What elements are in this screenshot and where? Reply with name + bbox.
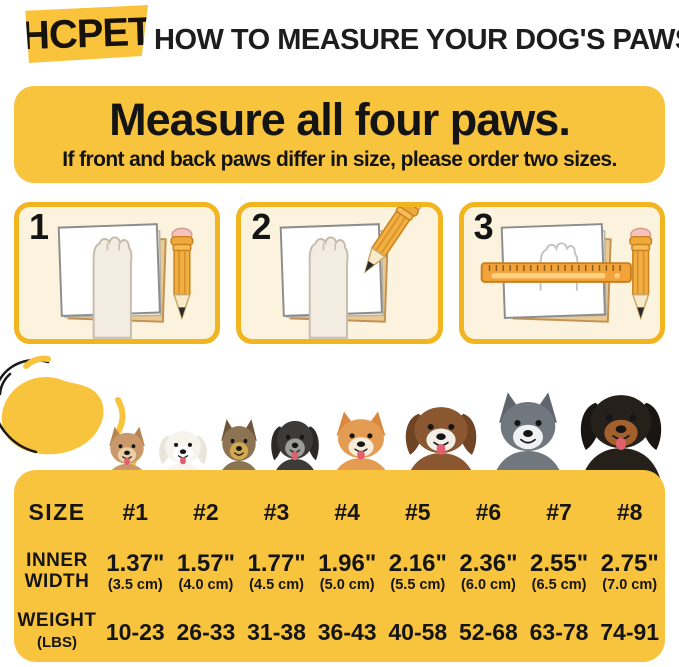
- weight-cell: 74-91: [600, 618, 660, 645]
- inner-width-cm: (4.5 cm): [249, 576, 304, 593]
- inner-width-inches: 1.77": [247, 549, 306, 577]
- brand-logo-text: HCPET: [19, 9, 153, 58]
- dog-breeds-row: [14, 362, 665, 486]
- step-number: 3: [473, 206, 494, 247]
- step-card-1: 1: [14, 202, 221, 344]
- inner-width-inches: 1.96": [318, 549, 377, 577]
- page-title: HOW TO MEASURE YOUR DOG'S PAWS: [154, 24, 679, 56]
- tracing-paw-outline-with-pencil-icon: [280, 207, 422, 339]
- inner-width-inches: 1.57": [176, 549, 235, 577]
- weight-row: WEIGHT (LBS) 10-23 26-33 31-38 36-43 40-58 52…: [14, 606, 665, 658]
- inner-width-inches: 2.36": [459, 549, 518, 577]
- pencil-icon: [364, 207, 422, 274]
- inner-width-cell: 2.55" (6.5 cm): [530, 551, 588, 593]
- weight-cell: 40-58: [388, 618, 448, 645]
- inner-width-cm: (5.5 cm): [390, 576, 446, 593]
- brand-logo: HCPET: [25, 5, 148, 63]
- ruler-icon: [480, 262, 632, 283]
- weight-cell: 26-33: [176, 618, 236, 645]
- weight-cell: 36-43: [317, 618, 377, 645]
- size-cell: #6: [475, 498, 502, 525]
- size-cell: #2: [193, 498, 219, 525]
- inner-width-cm: (6.0 cm): [461, 576, 516, 593]
- weight-cell: 10-23: [105, 618, 165, 645]
- inner-width-cm: (6.5 cm): [531, 576, 587, 593]
- banner-subtitle: If front and back paws differ in size, p…: [62, 148, 617, 171]
- pencil-icon: [628, 227, 652, 321]
- size-cell: #8: [616, 498, 643, 525]
- inner-width-cell: 1.57" (4.0 cm): [177, 551, 235, 593]
- steps-row: 1 2: [14, 202, 665, 344]
- size-row: SIZE #1 #2 #3 #4 #5 #6 #7 #8: [14, 486, 665, 538]
- inner-width-inches: 2.75": [600, 549, 659, 577]
- size-chart: SIZE #1 #2 #3 #4 #5 #6 #7 #8 INNER WIDTH 1.37"(…: [14, 470, 665, 662]
- step-number: 1: [29, 206, 50, 247]
- inner-width-row-label: INNER WIDTH: [24, 550, 90, 592]
- measuring-paw-outline-with-ruler-icon: [480, 223, 652, 323]
- size-cell: #4: [334, 498, 360, 525]
- inner-width-inches: 1.37": [106, 549, 165, 577]
- inner-width-cm: (3.5 cm): [107, 576, 163, 593]
- size-row-label: SIZE: [28, 498, 86, 525]
- size-cell: #7: [546, 498, 572, 525]
- inner-width-row: INNER WIDTH 1.37" (3.5 cm) 1.57" (4.0 cm) 1.…: [14, 538, 665, 606]
- size-cell: #5: [405, 498, 431, 525]
- weight-row-label: WEIGHT (LBS): [17, 610, 97, 651]
- inner-width-cm: (7.0 cm): [602, 576, 658, 593]
- inner-width-cell: 1.77" (4.5 cm): [248, 551, 306, 593]
- inner-width-cm: (5.0 cm): [319, 576, 375, 593]
- banner-title: Measure all four paws.: [109, 94, 571, 145]
- step-card-3: 3: [458, 202, 665, 344]
- inner-width-inches: 2.16": [388, 549, 447, 577]
- inner-width-cm: (4.0 cm): [178, 576, 234, 593]
- paw-pressed-on-paper-with-pencil-icon: [57, 223, 194, 339]
- inner-width-cell: 1.96" (5.0 cm): [318, 551, 376, 593]
- step-card-2: 2: [236, 202, 443, 344]
- size-cell: #1: [122, 498, 149, 525]
- inner-width-cell: 2.36" (6.0 cm): [459, 551, 517, 593]
- inner-width-cell: 2.16" (5.5 cm): [389, 551, 447, 593]
- step-number: 2: [251, 206, 272, 247]
- size-cell: #3: [263, 498, 290, 525]
- weight-cell: 31-38: [247, 618, 306, 645]
- inner-width-inches: 2.55": [530, 549, 589, 577]
- pencil-icon: [170, 227, 194, 321]
- inner-width-cell: 1.37" (3.5 cm): [106, 551, 164, 593]
- weight-cell: 63-78: [529, 618, 589, 645]
- inner-width-cell: 2.75" (7.0 cm): [601, 551, 659, 593]
- weight-cell: 52-68: [459, 618, 518, 645]
- instruction-banner: Measure all four paws. If front and back…: [14, 86, 665, 183]
